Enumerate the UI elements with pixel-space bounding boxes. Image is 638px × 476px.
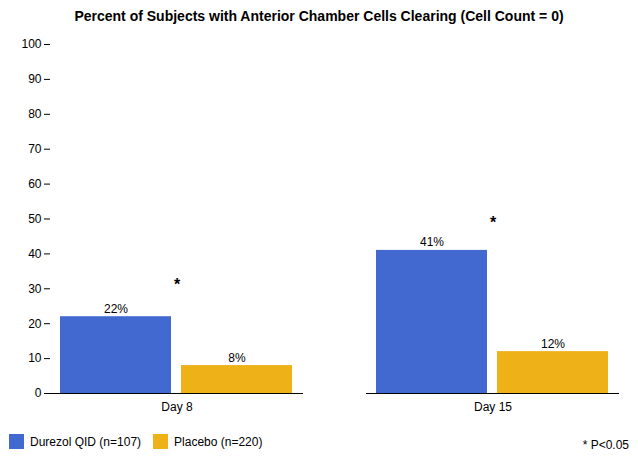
svg-text:40: 40 (28, 247, 42, 261)
svg-text:*: * (490, 214, 497, 231)
svg-text:70: 70 (28, 142, 42, 156)
svg-text:8%: 8% (228, 351, 246, 365)
html-text:Durezol QID (n=107): Durezol QID (n=107) (30, 434, 141, 449)
html-text:Percent of Subjects with Anter: Percent of Subjects with Anterior Chambe… (74, 8, 564, 24)
svg-text:20: 20 (28, 317, 42, 331)
svg-text:90: 90 (28, 72, 42, 86)
svg-text:30: 30 (28, 282, 42, 296)
svg-text:80: 80 (28, 107, 42, 121)
html-text:Placebo (n=220): Placebo (n=220) (174, 434, 263, 449)
svg-text:50: 50 (28, 212, 42, 226)
svg-text:Day 15: Day 15 (474, 400, 512, 414)
svg-text:100: 100 (21, 37, 41, 51)
svg-text:41%: 41% (420, 235, 444, 249)
svg-text:22%: 22% (104, 302, 128, 316)
svg-text:0: 0 (35, 386, 42, 400)
html-text:* P<0.05: * P<0.05 (582, 437, 629, 452)
svg-text:*: * (174, 276, 181, 293)
svg-text:60: 60 (28, 177, 42, 191)
svg-text:10: 10 (28, 351, 42, 365)
svg-text:12%: 12% (541, 337, 565, 351)
svg-text:Day 8: Day 8 (161, 400, 193, 414)
